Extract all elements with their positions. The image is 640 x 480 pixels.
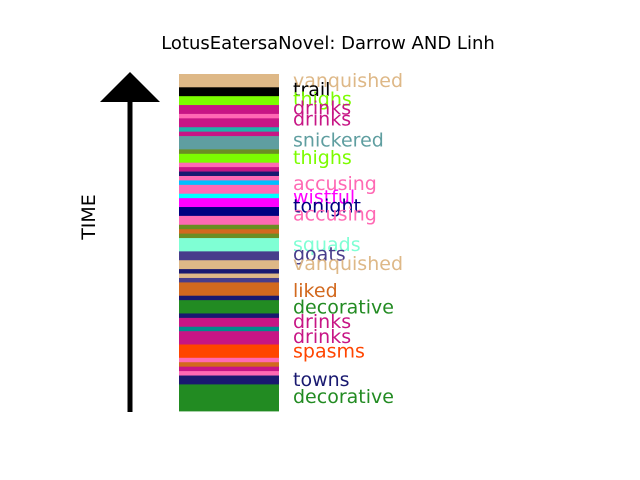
band-label: accusing: [293, 204, 377, 226]
timeline-band: [179, 224, 279, 230]
timeline-band: [179, 149, 279, 155]
timeline-band: [179, 313, 279, 319]
timeline-band: [179, 282, 279, 297]
timeline-band: [179, 131, 279, 137]
band-label: accusing: [293, 173, 377, 195]
band-label: drinks: [293, 109, 351, 131]
band-label: tonight: [293, 195, 361, 217]
band-label: spasms: [293, 340, 365, 362]
band-label: thighs: [293, 88, 352, 110]
timeline-band: [179, 207, 279, 217]
timeline-band: [179, 326, 279, 332]
band-label: snickered: [293, 130, 384, 152]
band-label: liked: [293, 280, 338, 302]
timeline-bands: [179, 74, 279, 412]
band-label: vanquished: [293, 70, 403, 92]
timeline-band: [179, 198, 279, 208]
timeline-band: [179, 171, 279, 177]
timeline-band: [179, 233, 279, 239]
timeline-band: [179, 136, 279, 150]
timeline-band: [179, 167, 279, 172]
timeline-band: [179, 113, 279, 119]
timeline-band: [179, 317, 279, 328]
chart-title: LotusEatersaNovel: Darrow AND Linh: [161, 33, 495, 54]
timeline-band: [179, 362, 279, 368]
band-label: decorative: [293, 297, 394, 319]
timeline-band: [179, 273, 279, 279]
timeline-band: [179, 371, 279, 376]
timeline-band: [179, 193, 279, 199]
timeline-band: [179, 96, 279, 106]
timeline-band: [179, 277, 279, 283]
timeline-band: [179, 295, 279, 301]
y-axis-label: TIME: [78, 194, 100, 241]
timeline-band: [179, 260, 279, 270]
band-label: towns: [293, 369, 350, 391]
band-label: vanquished: [293, 253, 403, 275]
timeline-band: [179, 251, 279, 261]
timeline-band: [179, 184, 279, 195]
timeline-band: [179, 175, 279, 181]
timeline-band: [179, 105, 279, 115]
timeline-band: [179, 384, 279, 412]
timeline-band: [179, 357, 279, 363]
timeline-band: [179, 366, 279, 372]
timeline-band: [179, 74, 279, 88]
band-label: wistful: [293, 186, 355, 208]
band-label: drinks: [293, 97, 351, 119]
band-label: drinks: [293, 311, 351, 333]
band-label: thighs: [293, 147, 352, 169]
timeline-band: [179, 87, 279, 97]
band-label: squads: [293, 234, 361, 256]
timeline-band: [179, 127, 279, 133]
time-arrow-shaft: [127, 100, 133, 412]
time-arrow-head: [100, 72, 160, 102]
timeline-band: [179, 238, 279, 252]
timeline-labels: vanquishedtrailthighsdrinksdrinkssnicker…: [293, 70, 403, 408]
timeline-band: [179, 162, 279, 168]
timeline-band: [179, 331, 279, 345]
timeline-band: [179, 375, 279, 385]
timeline-band: [179, 344, 279, 359]
timeline-band: [179, 300, 279, 314]
timeline-band: [179, 118, 279, 128]
timeline-band: [179, 215, 279, 226]
timeline-band: [179, 269, 279, 274]
timeline-band: [179, 180, 279, 186]
band-label: trail: [293, 79, 330, 101]
band-label: decorative: [293, 386, 394, 408]
time-arrow: [100, 72, 160, 412]
timeline-band: [179, 153, 279, 164]
timeline-band: [179, 229, 279, 235]
band-label: drinks: [293, 326, 351, 348]
band-label: goats: [293, 244, 346, 266]
